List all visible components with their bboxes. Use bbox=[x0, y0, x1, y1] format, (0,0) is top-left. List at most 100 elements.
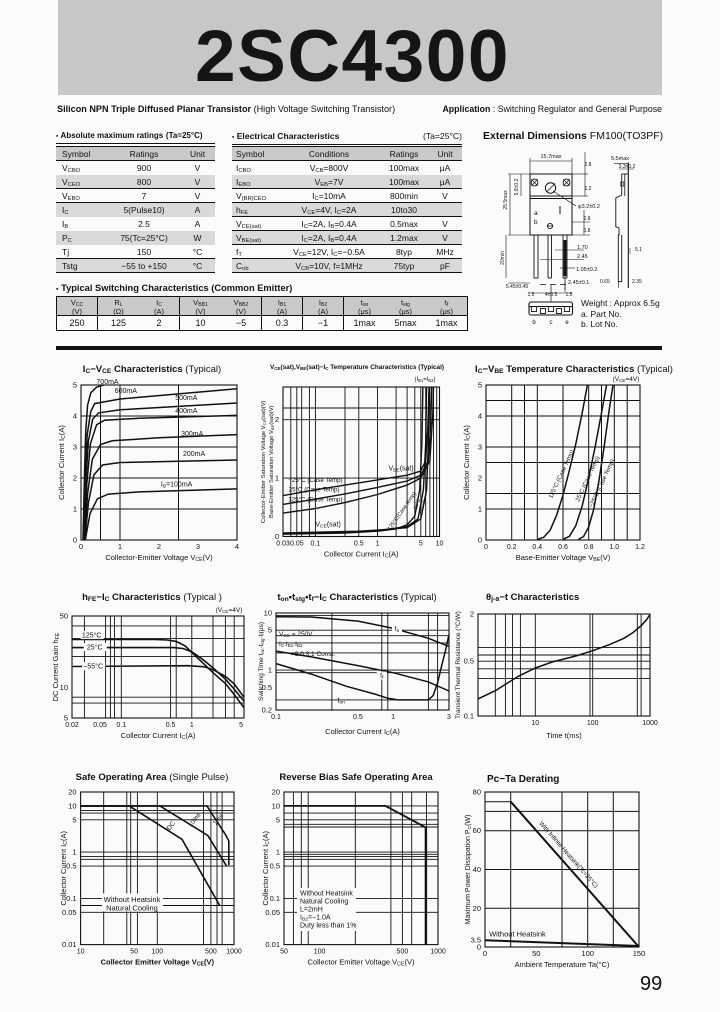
svg-text:25°C (Case Temp): 25°C (Case Temp) bbox=[289, 487, 340, 494]
svg-text:0.2: 0.2 bbox=[262, 706, 272, 715]
svg-text:10: 10 bbox=[77, 949, 85, 956]
svg-text:20min: 20min bbox=[500, 251, 506, 265]
svg-text:0: 0 bbox=[477, 943, 481, 952]
svg-text:100: 100 bbox=[314, 949, 326, 956]
svg-text:1: 1 bbox=[276, 848, 280, 857]
svg-text:e: e bbox=[565, 320, 569, 326]
svg-text:Natural Cooling: Natural Cooling bbox=[106, 904, 158, 913]
svg-text:5: 5 bbox=[478, 381, 482, 390]
svg-text:50: 50 bbox=[532, 949, 540, 958]
svg-text:Pc−Ta Derating: Pc−Ta Derating bbox=[487, 774, 559, 785]
svg-text:3: 3 bbox=[73, 443, 77, 452]
svg-text:0: 0 bbox=[73, 536, 77, 545]
svg-text:3: 3 bbox=[447, 714, 451, 721]
svg-text:0.4: 0.4 bbox=[532, 544, 542, 551]
svg-text:100: 100 bbox=[581, 949, 594, 958]
svg-text:125°C (Case Temp): 125°C (Case Temp) bbox=[548, 449, 576, 499]
svg-text:b. Lot No.: b. Lot No. bbox=[581, 319, 618, 329]
svg-text:2.45: 2.45 bbox=[577, 254, 588, 260]
svg-text:Collector Current IC(A): Collector Current IC(A) bbox=[57, 425, 67, 500]
svg-text:600mA: 600mA bbox=[115, 388, 138, 395]
svg-text:1: 1 bbox=[391, 714, 395, 721]
svg-text:Collector Current IC(A): Collector Current IC(A) bbox=[462, 425, 472, 500]
svg-text:3.3±0.2: 3.3±0.2 bbox=[619, 164, 636, 170]
svg-text:1.2: 1.2 bbox=[635, 544, 645, 551]
svg-text:0.8: 0.8 bbox=[584, 544, 594, 551]
svg-text:1.70: 1.70 bbox=[577, 245, 588, 251]
svg-text:VCE(sat): VCE(sat) bbox=[315, 522, 340, 530]
svg-text:=2:0.3:1 Const.: =2:0.3:1 Const. bbox=[291, 651, 335, 658]
svg-text:25°C: 25°C bbox=[413, 497, 423, 510]
svg-text:0.01: 0.01 bbox=[62, 940, 77, 949]
svg-text:1000: 1000 bbox=[642, 720, 658, 727]
svg-text:IC:IB1:IB2: IC:IB1:IB2 bbox=[279, 641, 303, 648]
svg-text:0.5: 0.5 bbox=[464, 657, 474, 666]
svg-text:2: 2 bbox=[275, 415, 279, 424]
svg-text:2: 2 bbox=[470, 610, 474, 619]
svg-text:a: a bbox=[534, 210, 538, 217]
svg-text:0.1: 0.1 bbox=[311, 541, 321, 548]
svg-text:50: 50 bbox=[60, 612, 68, 621]
svg-text:Base-Emitter Voltage VBE(V): Base-Emitter Voltage VBE(V) bbox=[516, 553, 611, 563]
svg-text:0: 0 bbox=[478, 536, 482, 545]
svg-text:1: 1 bbox=[478, 505, 482, 514]
svg-text:100: 100 bbox=[151, 949, 163, 956]
svg-text:Safe Operating Area (Single Pu: Safe Operating Area (Single Pulse) bbox=[76, 772, 229, 783]
svg-text:Collector Current IC(A): Collector Current IC(A) bbox=[261, 830, 271, 905]
svg-text:θj-a−t Characteristics: θj-a−t Characteristics bbox=[486, 592, 579, 603]
svg-text:1: 1 bbox=[275, 474, 279, 483]
svg-text:(IB1=IB2): (IB1=IB2) bbox=[414, 377, 435, 383]
svg-text:15.7max: 15.7max bbox=[540, 154, 561, 160]
svg-text:0.1: 0.1 bbox=[270, 894, 280, 903]
svg-text:φ3.2±0.2: φ3.2±0.2 bbox=[578, 204, 600, 210]
svg-text:5: 5 bbox=[419, 541, 423, 548]
svg-text:Base-Emitter Saturation Voltag: Base-Emitter Saturation Voltage VBE(sat)… bbox=[269, 405, 275, 518]
svg-text:0.1: 0.1 bbox=[271, 714, 281, 721]
svg-text:ton•tstg•tf−IC Characteristics: ton•tstg•tf−IC Characteristics (Typical) bbox=[277, 592, 436, 603]
svg-text:0.65: 0.65 bbox=[600, 279, 610, 285]
svg-text:2.45±0.1: 2.45±0.1 bbox=[568, 280, 589, 286]
svg-text:Time t(ms): Time t(ms) bbox=[546, 731, 582, 740]
svg-text:Collector Current IC(A): Collector Current IC(A) bbox=[325, 727, 400, 737]
svg-text:Collector-Emitter Saturation V: Collector-Emitter Saturation Voltage VCE… bbox=[261, 400, 267, 523]
svg-text:125°C(Case temp): 125°C(Case temp) bbox=[387, 491, 418, 532]
svg-text:VCE(sat),VBE(sat)−IC Temperatu: VCE(sat),VBE(sat)−IC Temperature Charact… bbox=[270, 364, 444, 371]
svg-text:60: 60 bbox=[473, 826, 481, 835]
svg-text:20: 20 bbox=[68, 788, 76, 797]
svg-text:Ambient Temperature Ta(°C): Ambient Temperature Ta(°C) bbox=[515, 960, 610, 969]
svg-text:150: 150 bbox=[633, 949, 646, 958]
svg-text:0: 0 bbox=[79, 542, 83, 551]
svg-text:1.05±0.2: 1.05±0.2 bbox=[576, 267, 597, 273]
svg-text:2.8: 2.8 bbox=[584, 216, 591, 222]
svg-text:10: 10 bbox=[272, 801, 280, 810]
svg-text:500: 500 bbox=[205, 949, 217, 956]
svg-text:Transient Thermal Resistance (: Transient Thermal Resistance (°C/W) bbox=[454, 611, 462, 719]
svg-text:1.2: 1.2 bbox=[585, 186, 592, 192]
svg-text:b: b bbox=[534, 219, 538, 226]
svg-text:10: 10 bbox=[60, 683, 68, 692]
svg-text:Collector-Emitter Voltage VCE(: Collector-Emitter Voltage VCE(V) bbox=[105, 553, 213, 563]
svg-text:Collector Current IC(A): Collector Current IC(A) bbox=[121, 731, 196, 741]
svg-text:1.5: 1.5 bbox=[528, 292, 535, 298]
svg-text:10: 10 bbox=[531, 720, 539, 727]
svg-text:Switching Time ton·tstg·tf(μs): Switching Time ton·tstg·tf(μs) bbox=[258, 622, 265, 701]
svg-text:−25°C: −25°C bbox=[418, 499, 429, 515]
svg-text:125°C: 125°C bbox=[82, 632, 102, 640]
svg-text:0.5: 0.5 bbox=[270, 862, 280, 871]
svg-text:0.5: 0.5 bbox=[262, 683, 272, 692]
svg-text:25.5max: 25.5max bbox=[503, 190, 509, 210]
svg-text:DC Current Gain hFE: DC Current Gain hFE bbox=[51, 632, 61, 701]
svg-text:VCC = 250V: VCC = 250V bbox=[279, 631, 313, 638]
svg-text:0.5: 0.5 bbox=[354, 541, 364, 548]
svg-text:c: c bbox=[550, 320, 553, 326]
svg-text:5: 5 bbox=[72, 815, 76, 824]
svg-text:0.5: 0.5 bbox=[66, 862, 76, 871]
svg-text:Without Heatsink: Without Heatsink bbox=[104, 895, 161, 904]
svg-text:5.8±0.2: 5.8±0.2 bbox=[514, 178, 520, 195]
svg-text:80: 80 bbox=[473, 788, 481, 797]
svg-text:0: 0 bbox=[483, 949, 487, 958]
svg-text:a. Part No.: a. Part No. bbox=[581, 309, 622, 319]
svg-text:1000: 1000 bbox=[226, 949, 242, 956]
svg-text:Duty less than 1%: Duty less than 1% bbox=[300, 923, 356, 930]
svg-text:−25°C (Case Temp): −25°C (Case Temp) bbox=[288, 477, 342, 484]
